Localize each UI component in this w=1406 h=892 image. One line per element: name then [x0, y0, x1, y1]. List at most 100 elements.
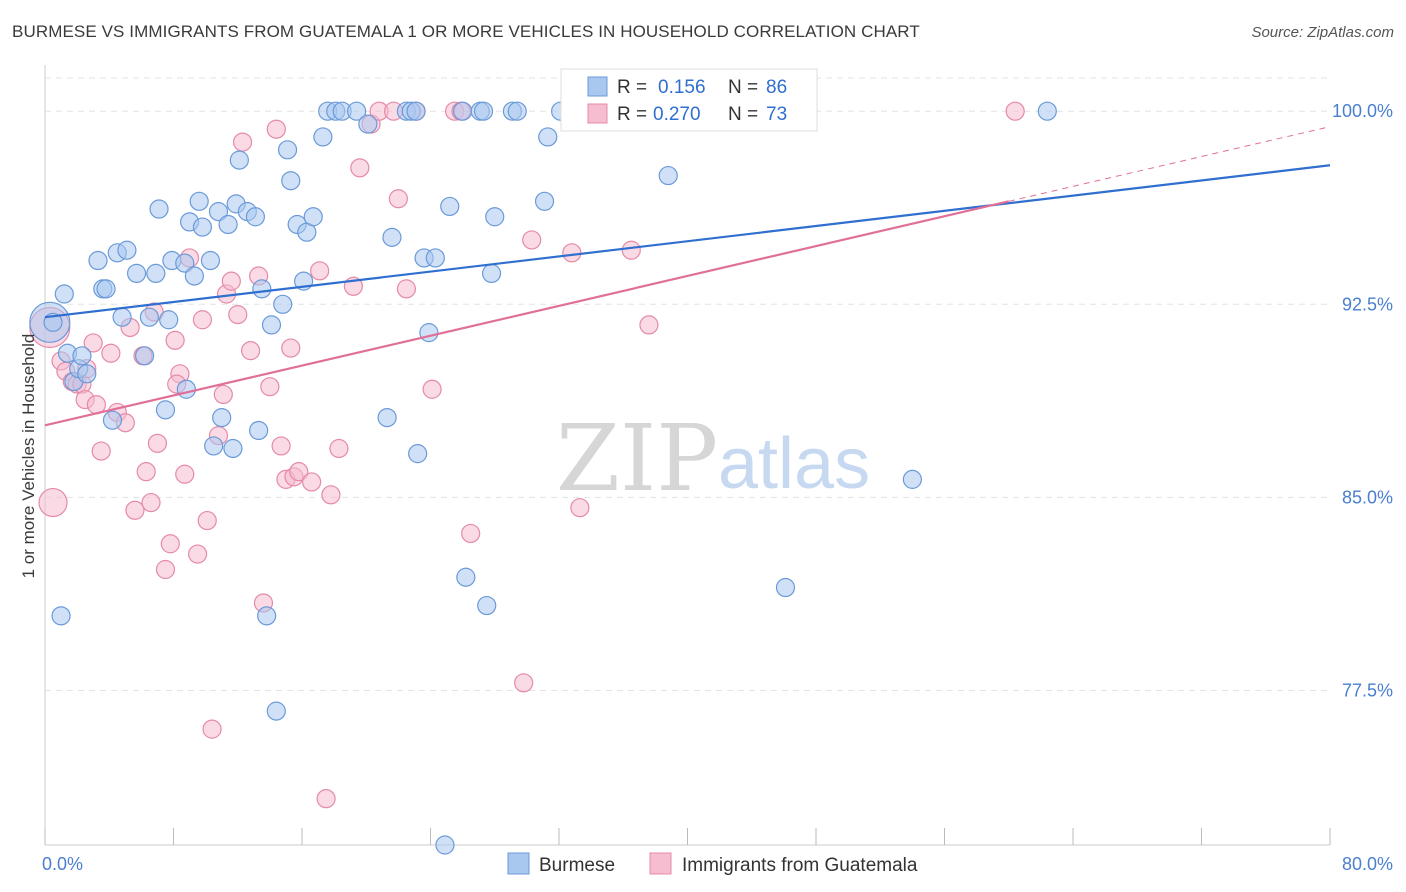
burmese-point — [117, 240, 137, 260]
burmese-point — [252, 279, 272, 299]
burmese-point — [112, 307, 132, 327]
burmese-point — [1037, 101, 1057, 121]
burmese-point — [419, 323, 439, 343]
guatemala-point — [197, 510, 217, 531]
burmese-point — [277, 140, 298, 160]
guatemala-point — [136, 462, 156, 482]
guatemala-point — [461, 523, 481, 544]
burmese-point — [658, 165, 678, 186]
burmese-point — [77, 364, 97, 384]
guatemala-point — [155, 559, 176, 580]
guatemala-point — [329, 438, 349, 459]
burmese-point — [377, 407, 397, 428]
y-tick-label: 77.5% — [1342, 681, 1393, 701]
burmese-point — [146, 263, 166, 284]
burmese-point — [96, 279, 116, 299]
burmese-point — [473, 101, 494, 121]
burmese-point — [54, 284, 74, 304]
burmese-point — [218, 214, 238, 235]
burmese-trend-line — [44, 164, 1331, 319]
guatemala-point — [187, 544, 208, 564]
guatemala-point — [271, 436, 291, 456]
guatemala-point — [221, 271, 241, 291]
guatemala-point — [621, 240, 641, 260]
trend-lines — [44, 126, 1331, 427]
guatemala-point — [310, 261, 330, 281]
burmese-point — [382, 227, 402, 247]
guatemala-point — [639, 315, 659, 335]
burmese-point — [134, 346, 155, 366]
guatemala-point — [562, 243, 582, 263]
guatemala-point — [125, 500, 145, 520]
bottom-legend-swatch-burmese — [507, 852, 530, 875]
burmese-point — [425, 248, 445, 268]
burmese-point — [273, 294, 293, 314]
burmese-point — [155, 400, 176, 420]
guatemala-point — [91, 441, 111, 461]
burmese-point — [485, 207, 505, 227]
legend-r-label-2: R = — [617, 104, 647, 125]
y-axis-label: 1 or more Vehicles in Household — [19, 334, 38, 579]
bottom-legend-guatemala: Immigrants from Guatemala — [682, 855, 918, 876]
guatemala-point — [101, 343, 121, 363]
guatemala-point — [302, 472, 322, 492]
guatemala-trend-line — [44, 200, 1009, 427]
burmese-point — [249, 420, 269, 441]
x-tick-label: 80.0% — [1342, 854, 1393, 874]
guatemala-point — [202, 719, 222, 739]
guatemala-point — [83, 333, 103, 353]
guatemala-point — [192, 310, 213, 330]
burmese-point — [775, 577, 796, 598]
guatemala-point — [522, 230, 542, 250]
burmese-point — [534, 191, 555, 211]
guatemala-point — [1005, 101, 1025, 121]
burmese-point — [453, 101, 473, 121]
burmese-point — [189, 191, 209, 211]
burmese-point — [245, 207, 266, 227]
guatemala-point — [175, 464, 195, 484]
guatemala-point — [266, 119, 286, 139]
legend-n-value-burmese: 86 — [766, 77, 787, 98]
burmese-point — [481, 263, 502, 284]
guatemala-point — [350, 158, 370, 178]
legend-r-label-1: R = — [617, 77, 647, 98]
burmese-point — [51, 606, 71, 626]
legend-swatch-guatemala — [587, 103, 608, 124]
watermark-zip: ZIP — [556, 405, 718, 512]
burmese-point — [139, 307, 160, 327]
burmese-point — [538, 127, 558, 147]
burmese-point — [303, 207, 323, 227]
burmese-point — [456, 567, 476, 587]
guatemala-point — [321, 485, 341, 505]
burmese-point — [257, 606, 277, 626]
guatemala-point — [232, 132, 253, 152]
stats-legend: R = 0.156 N = 86 R = 0.270 N = 73 — [560, 68, 818, 132]
bottom-legend-swatch-guatemala — [649, 852, 672, 875]
burmese-point — [184, 266, 204, 286]
burmese-point — [208, 202, 229, 222]
burmese-point — [408, 444, 428, 464]
guatemala-point — [570, 498, 590, 518]
burmese-point — [72, 346, 92, 366]
axes — [44, 65, 1331, 846]
guatemala-trend-extension — [1008, 126, 1331, 202]
gridlines — [45, 77, 1330, 692]
guatemala-point — [396, 279, 417, 299]
burmese-point — [358, 114, 378, 134]
source-label: Source: ZipAtlas.com — [1251, 24, 1394, 41]
guatemala-point — [160, 534, 180, 554]
burmese-point — [149, 199, 169, 219]
burmese-point — [440, 196, 460, 217]
y-tick-label: 92.5% — [1342, 294, 1393, 314]
guatemala-point — [228, 305, 248, 325]
burmese-point — [406, 101, 426, 121]
burmese-point — [281, 171, 301, 191]
burmese-point — [88, 250, 108, 271]
burmese-point — [200, 250, 221, 271]
burmese-point — [223, 438, 243, 459]
guatemala-points — [29, 101, 1025, 809]
guatemala-point — [165, 330, 185, 350]
y-tick-label: 85.0% — [1342, 487, 1393, 507]
bottom-legend-burmese: Burmese — [539, 855, 615, 876]
